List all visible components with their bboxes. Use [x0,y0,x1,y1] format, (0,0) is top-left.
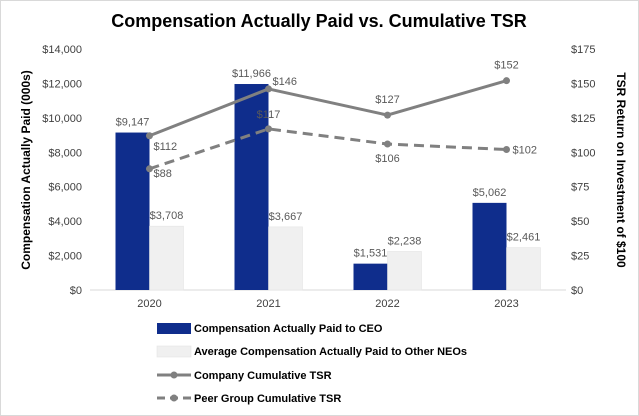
ceo-data-label: $11,966 [232,68,271,80]
peer-tsr-label: $88 [154,168,172,180]
data-labels: $9,147 $11,966 $1,531 $5,062 $3,708 $3,667 $2,… [116,60,541,260]
y-tick-label: $4,000 [48,216,82,228]
legend: Compensation Actually Paid to CEO Average… [156,323,467,405]
ceo-bar [234,84,269,290]
company-tsr-label: $112 [154,141,178,153]
company-tsr-point [146,132,153,140]
x-tick-label: 2021 [256,298,280,310]
peer-tsr-label: $102 [513,145,537,157]
company-tsr-point [384,111,391,119]
company-tsr-point [503,77,510,85]
y2-tick-label: $0 [571,285,583,297]
peer-tsr-label: $106 [375,153,399,165]
ceo-bar [115,132,150,290]
y2-tick-label: $150 [571,78,595,90]
neo-bar [268,226,303,291]
x-tick-label: 2022 [375,298,399,310]
x-tick-label: 2023 [494,298,518,310]
bar-series [115,84,541,291]
neo-data-label: $2,461 [507,232,541,244]
y-tick-label: $10,000 [42,113,82,125]
ceo-data-label: $1,531 [354,248,388,260]
y-tick-label: $6,000 [48,182,82,194]
ceo-data-label: $9,147 [116,117,150,129]
company-tsr-point [265,85,272,93]
line-series [146,77,510,173]
legend-label: Company Cumulative TSR [194,370,332,382]
peer-tsr-line [149,127,507,171]
legend-marker [170,394,178,402]
ceo-data-label: $5,062 [473,187,507,199]
neo-bar [387,251,422,291]
company-tsr-line [148,79,507,138]
peer-tsr-point [384,140,391,148]
legend-label: Average Compensation Actually Paid to Ot… [194,346,467,358]
x-axis-ticks: 2020 2021 2022 2023 [137,298,518,310]
y2-axis-ticks: $0 $25 $50 $75 $100 $125 $150 $175 [571,44,595,297]
legend-swatch [156,345,192,358]
company-tsr-label: $152 [494,60,518,72]
peer-tsr-point [265,125,272,133]
y-axis-ticks: $0 $2,000 $4,000 $6,000 $8,000 $10,000 $12,000… [42,44,82,297]
neo-data-label: $3,708 [150,210,184,222]
y-tick-label: $0 [70,285,82,297]
y-tick-label: $12,000 [42,78,82,90]
company-tsr-label: $127 [375,94,399,106]
y-tick-label: $14,000 [42,44,82,56]
neo-data-label: $3,667 [269,211,303,223]
y-tick-label: $8,000 [48,147,82,159]
neo-data-label: $2,238 [388,235,422,247]
company-tsr-label: $146 [273,76,297,88]
ceo-bar [353,263,388,290]
ceo-bar [472,202,507,290]
peer-tsr-point [503,146,510,154]
y2-tick-label: $125 [571,113,595,125]
y2-tick-label: $25 [571,251,589,263]
y2-axis-label: TSR Return on Investment of $100 [614,72,628,268]
x-tick-label: 2020 [137,298,161,310]
neo-bar [506,247,541,291]
y-tick-label: $2,000 [48,251,82,263]
peer-tsr-point [146,165,153,173]
y2-tick-label: $100 [571,147,595,159]
peer-tsr-label: $117 [257,109,281,121]
chart-title: Compensation Actually Paid vs. Cumulativ… [111,11,526,31]
legend-marker [170,371,178,379]
y2-tick-label: $175 [571,44,595,56]
y-axis-label: Compensation Actually Paid (000s) [19,70,33,270]
legend-label: Peer Group Cumulative TSR [194,393,341,405]
y2-tick-label: $50 [571,216,589,228]
legend-swatch [157,323,191,334]
y2-tick-label: $75 [571,182,589,194]
legend-label: Compensation Actually Paid to CEO [194,323,383,335]
neo-bar [149,225,184,291]
